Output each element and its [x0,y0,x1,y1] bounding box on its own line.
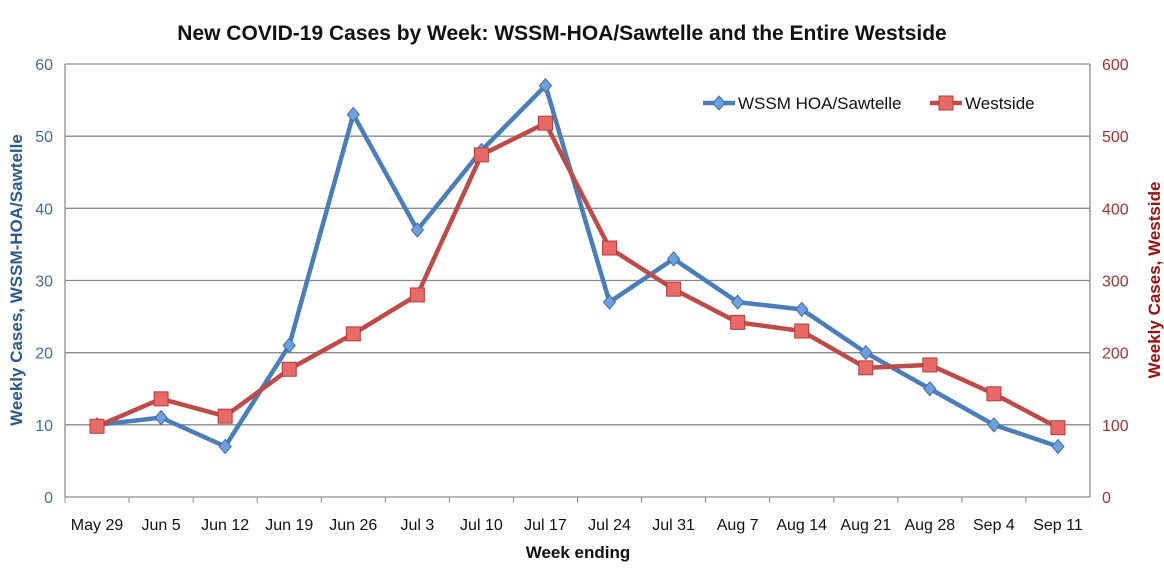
x-tick-label: Jul 17 [524,517,567,534]
y-left-tick-label: 20 [35,346,53,363]
y-left-tick-label: 0 [44,490,53,507]
legend: WSSM HOA/Sawtelle Westside [703,94,1035,113]
data-point [537,115,553,131]
y-right-tick-label: 100 [1102,418,1129,435]
data-point [938,95,954,111]
chart-title: New COVID-19 Cases by Week: WSSM-HOA/Saw… [177,22,946,45]
data-point [666,281,682,297]
y-left-tick-label: 10 [35,418,53,435]
y-right-tick-label: 200 [1102,346,1129,363]
data-point [346,106,360,123]
series-group [89,77,1066,455]
gridlines [65,63,1090,426]
series-line [96,120,1060,430]
data-point [154,409,168,426]
y-right-tick-label: 500 [1102,129,1129,146]
y-left-tick-label: 30 [35,274,53,291]
y-right-tick-label: 400 [1102,201,1129,218]
x-tick-label: Jun 12 [201,517,249,534]
series-line [96,83,1059,449]
x-tick-label: Aug 14 [776,517,827,534]
data-point [602,240,618,256]
legend-label: Westside [965,94,1035,113]
x-tick-label: Sep 11 [1033,517,1083,534]
x-tick-label: Sep 4 [973,517,1015,534]
x-tick-label: May 29 [71,517,124,534]
data-point [153,391,169,407]
x-tick-label: Jun 26 [329,517,377,534]
series-wssm-hoa-sawtelle [90,77,1065,455]
y-axis-right-label: Weekly Cases, Westside [1145,182,1164,379]
x-axis-label: Week ending [526,543,631,562]
data-point [987,417,1001,433]
legend-label: WSSM HOA/Sawtelle [738,94,901,113]
x-tick-label: Aug 21 [840,517,891,534]
data-point [473,147,489,163]
x-tick-label: Jun 19 [265,517,313,534]
x-tick-label: Jul 24 [588,517,631,534]
y-right-tick-label: 600 [1102,57,1129,74]
y-left-tick-label: 40 [35,201,53,218]
data-point [1050,420,1066,436]
data-point [794,323,810,339]
legend-item: Westside [930,94,1035,113]
data-point [859,344,873,361]
data-point [282,337,296,354]
data-point [795,301,809,318]
data-point [410,222,425,238]
data-point [730,294,745,310]
y-right-tick-label: 0 [1102,490,1111,507]
y-axis-left-label: Weekly Cases, WSSM-HOA/Sawtelle [7,134,26,426]
data-point [602,294,617,310]
data-point [666,251,681,267]
series-westside [89,115,1066,436]
data-point [730,314,746,330]
data-point [923,380,937,397]
data-point [409,287,425,303]
x-tick-label: Jul 10 [460,517,503,534]
data-point [1051,438,1065,455]
data-point [345,326,361,342]
x-tick-label: Aug 28 [904,517,955,534]
data-point [922,357,938,373]
data-point [858,360,874,376]
data-point [281,361,297,377]
data-point [217,408,233,424]
legend-item: WSSM HOA/Sawtelle [703,94,901,113]
data-point [986,386,1002,402]
y-left-tick-label: 50 [35,129,53,146]
data-point [89,418,105,434]
x-tick-label: Aug 7 [717,517,759,534]
x-tick-label: Jul 31 [652,517,695,534]
y-left-tick-label: 60 [35,57,53,74]
data-point [538,77,553,94]
data-point [712,95,726,111]
x-tick-label: Jun 5 [142,517,181,534]
x-tick-label: Jul 3 [400,517,434,534]
data-point [218,438,232,455]
y-right-tick-label: 300 [1102,274,1129,291]
